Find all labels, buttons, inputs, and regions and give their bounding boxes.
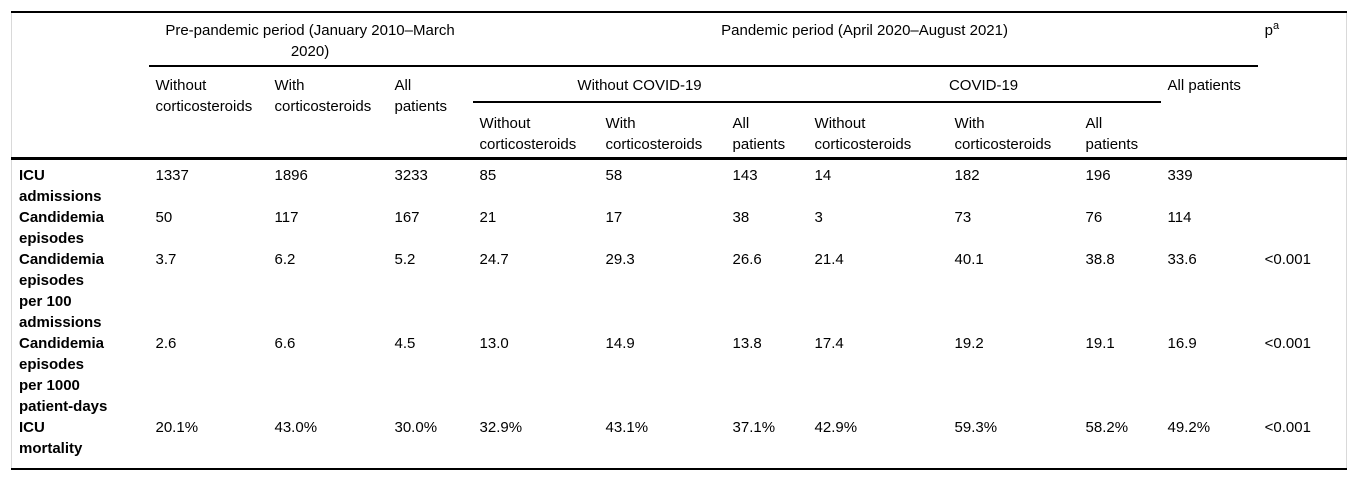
- data-cell: 43.0%: [274, 419, 318, 436]
- data-cell: 30.0%: [394, 419, 438, 436]
- without-covid-group-header: Without COVID-19: [472, 66, 808, 103]
- col-header-pre-all-patients: All patients: [394, 77, 448, 115]
- data-cell: 76: [1085, 209, 1103, 226]
- p-label: p: [1264, 22, 1273, 39]
- table-row-icu-admissions: ICU admissions 1337 1896 3233 85 58 143 …: [12, 159, 1347, 208]
- data-cell: 6.6: [274, 335, 296, 352]
- data-cell: 42.9%: [814, 419, 858, 436]
- data-cell: 50: [155, 209, 173, 226]
- data-cell: 37.1%: [732, 419, 776, 436]
- p-superscript: a: [1272, 20, 1280, 32]
- data-cell: 117: [274, 209, 299, 226]
- data-cell: 26.6: [732, 251, 762, 268]
- data-cell: 3.7: [155, 251, 177, 268]
- col-header-covid-without-steroids: Without corticosteroids: [814, 115, 912, 153]
- col-header-covid-all-patients: All patients: [1085, 115, 1139, 153]
- data-cell: 13.0: [479, 335, 509, 352]
- candidemia-icu-table: Pre-pandemic period (January 2010–March …: [11, 11, 1348, 470]
- table-header: Pre-pandemic period (January 2010–March …: [11, 12, 1347, 159]
- data-cell: 6.2: [274, 251, 296, 268]
- data-cell: 21: [479, 209, 497, 226]
- p-value-cell: [1258, 159, 1347, 208]
- col-header-covid-with-steroids: With corticosteroids: [954, 115, 1052, 153]
- row-label: Candidemia episodes per 1000 patient-day…: [19, 335, 108, 415]
- data-cell: 2.6: [155, 335, 177, 352]
- data-cell: 49.2%: [1167, 419, 1211, 436]
- corner-cell: [12, 12, 149, 159]
- table-row-candidemia-episodes: Candidemia episodes 50 117 167 21 17 38 …: [12, 207, 1347, 249]
- col-header-nocovid-without-steroids: Without corticosteroids: [479, 115, 577, 153]
- data-cell: 21.4: [814, 251, 844, 268]
- data-cell: 14.9: [605, 335, 635, 352]
- col-header-nocovid-all-patients: All patients: [732, 115, 786, 153]
- data-cell: 16.9: [1167, 335, 1197, 352]
- header-row-steroid-subgroups: Without corticosteroids With corticoster…: [12, 102, 1347, 159]
- data-cell: 182: [954, 167, 980, 184]
- data-cell: 33.6: [1167, 251, 1197, 268]
- data-cell: 143: [732, 167, 758, 184]
- data-cell: 38: [732, 209, 750, 226]
- data-cell: 29.3: [605, 251, 635, 268]
- data-cell: 4.5: [394, 335, 416, 352]
- data-cell: 59.3%: [954, 419, 998, 436]
- data-cell: 20.1%: [155, 419, 199, 436]
- p-value-header: pa: [1258, 12, 1347, 159]
- data-cell: 19.1: [1085, 335, 1115, 352]
- row-label: ICU admissions: [19, 167, 102, 205]
- p-value-cell: [1258, 207, 1347, 249]
- col-header-pandemic-all-patients: All patients: [1167, 77, 1241, 94]
- data-cell: 24.7: [479, 251, 509, 268]
- page: Pre-pandemic period (January 2010–March …: [11, 11, 1348, 470]
- data-cell: 13.8: [732, 335, 762, 352]
- pre-pandemic-period-header: Pre-pandemic period (January 2010–March …: [148, 12, 473, 67]
- data-cell: 167: [394, 209, 420, 226]
- data-cell: 19.2: [954, 335, 984, 352]
- data-cell: 73: [954, 209, 972, 226]
- data-cell: 1896: [274, 167, 308, 184]
- header-row-periods: Pre-pandemic period (January 2010–March …: [12, 12, 1347, 67]
- data-cell: 43.1%: [605, 419, 649, 436]
- table-body: ICU admissions 1337 1896 3233 85 58 143 …: [12, 159, 1347, 470]
- data-cell: 38.8: [1085, 251, 1115, 268]
- col-header-pre-without-steroids: Without corticosteroids: [155, 77, 253, 115]
- row-label: Candidemia episodes: [19, 209, 105, 247]
- data-cell: 32.9%: [479, 419, 523, 436]
- data-cell: 3233: [394, 167, 428, 184]
- data-cell: 1337: [155, 167, 189, 184]
- data-cell: 114: [1167, 209, 1192, 226]
- row-label: ICU mortality: [19, 419, 83, 457]
- table-row-episodes-per-100-admissions: Candidemia episodes per 100 admissions 3…: [12, 249, 1347, 333]
- col-header-pre-with-steroids: With corticosteroids: [274, 77, 372, 115]
- data-cell: 196: [1085, 167, 1111, 184]
- table-row-icu-mortality: ICU mortality 20.1% 43.0% 30.0% 32.9% 43…: [12, 417, 1347, 469]
- data-cell: 58.2%: [1085, 419, 1129, 436]
- pandemic-period-header: Pandemic period (April 2020–August 2021): [472, 12, 1258, 67]
- data-cell: 17.4: [814, 335, 844, 352]
- covid-group-header: COVID-19: [807, 66, 1161, 103]
- table-row-episodes-per-1000-patient-days: Candidemia episodes per 1000 patient-day…: [12, 333, 1347, 417]
- data-cell: 85: [479, 167, 497, 184]
- row-label: Candidemia episodes per 100 admissions: [19, 251, 105, 331]
- p-value-cell: <0.001: [1264, 335, 1311, 352]
- data-cell: 339: [1167, 167, 1193, 184]
- data-cell: 14: [814, 167, 832, 184]
- p-value-cell: <0.001: [1264, 419, 1311, 436]
- data-cell: 58: [605, 167, 623, 184]
- data-cell: 17: [605, 209, 623, 226]
- header-row-covid-groups: Without corticosteroids With corticoster…: [12, 66, 1347, 115]
- data-cell: 5.2: [394, 251, 416, 268]
- data-cell: 40.1: [954, 251, 984, 268]
- p-value-cell: <0.001: [1264, 251, 1311, 268]
- col-header-nocovid-with-steroids: With corticosteroids: [605, 115, 703, 153]
- data-cell: 3: [814, 209, 823, 226]
